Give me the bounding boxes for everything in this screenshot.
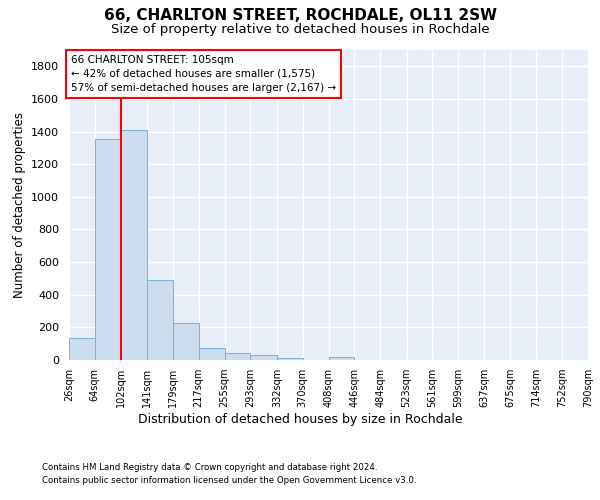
Bar <box>199 348 224 360</box>
Bar <box>147 280 173 360</box>
Text: Size of property relative to detached houses in Rochdale: Size of property relative to detached ho… <box>110 22 490 36</box>
Bar <box>224 352 250 360</box>
Bar <box>329 356 355 360</box>
Bar <box>250 356 277 360</box>
Text: Contains HM Land Registry data © Crown copyright and database right 2024.: Contains HM Land Registry data © Crown c… <box>42 462 377 471</box>
Bar <box>95 139 121 360</box>
Bar <box>69 338 95 360</box>
Text: Distribution of detached houses by size in Rochdale: Distribution of detached houses by size … <box>137 412 463 426</box>
Bar <box>277 358 302 360</box>
Y-axis label: Number of detached properties: Number of detached properties <box>13 112 26 298</box>
Bar <box>173 324 199 360</box>
Text: 66 CHARLTON STREET: 105sqm
← 42% of detached houses are smaller (1,575)
57% of s: 66 CHARLTON STREET: 105sqm ← 42% of deta… <box>71 55 336 93</box>
Text: Contains public sector information licensed under the Open Government Licence v3: Contains public sector information licen… <box>42 476 416 485</box>
Bar <box>121 130 147 360</box>
Text: 66, CHARLTON STREET, ROCHDALE, OL11 2SW: 66, CHARLTON STREET, ROCHDALE, OL11 2SW <box>104 8 497 22</box>
